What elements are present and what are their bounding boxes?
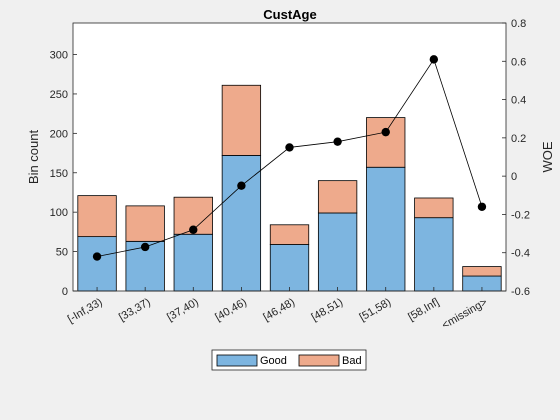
- x-tick-label-0: [-Inf,33): [66, 296, 105, 325]
- bar-good-7: [414, 217, 454, 292]
- bar-good-3: [221, 155, 262, 292]
- left-axis-ticks: 0 50 100 150 200 250 300: [50, 50, 77, 298]
- right-tick-label-4: 0.2: [511, 133, 526, 145]
- bar-bad-4: [269, 224, 310, 245]
- left-tick-label-1: 50: [56, 247, 68, 259]
- woe-line-group: [92, 55, 487, 261]
- bar-bad-7: [414, 197, 454, 219]
- right-axis-ticks: -0.6 -0.4 -0.2 0 0.2 0.4 0.6 0.8: [502, 18, 530, 298]
- left-tick-label-3: 150: [50, 168, 68, 180]
- x-tick-label-2: [37,40): [165, 296, 201, 324]
- x-tick-label-8: <missing>: [440, 296, 489, 331]
- bar-good-0: [77, 236, 117, 292]
- x-tick-label-7: [58,Inf]: [406, 296, 441, 323]
- legend-swatch-good: [216, 354, 258, 367]
- legend-swatch-bad: [298, 354, 340, 367]
- woe-point-5: [333, 137, 342, 146]
- legend-label-good: Good: [260, 355, 287, 367]
- right-tick-label-1: -0.4: [511, 248, 530, 260]
- chart-title: CustAge: [263, 7, 316, 22]
- woe-point-6: [381, 127, 390, 137]
- x-tick-label-3: [40,46): [213, 296, 249, 324]
- legend-label-bad: Bad: [342, 355, 362, 367]
- bars-group: [77, 84, 502, 292]
- right-tick-label-3: 0: [511, 171, 517, 183]
- bar-good-4: [269, 244, 310, 292]
- x-tick-label-1: [33,37): [117, 296, 153, 324]
- woe-point-8: [477, 202, 487, 211]
- right-tick-label-2: -0.2: [511, 209, 530, 221]
- bar-bad-0: [77, 195, 117, 238]
- x-tick-label-5: [48,51): [309, 296, 345, 324]
- bar-bad-3: [221, 84, 262, 156]
- woe-point-7: [429, 55, 439, 64]
- y2-axis-label: WOE: [540, 141, 555, 172]
- bar-good-6: [366, 166, 406, 292]
- x-tick-label-4: [46,48): [261, 296, 297, 324]
- left-tick-label-2: 100: [50, 207, 68, 219]
- left-tick-label-0: 0: [62, 286, 68, 298]
- left-tick-label-4: 200: [50, 128, 68, 140]
- x-axis-ticks: [-Inf,33) [33,37) [37,40) [40,46) [46,48) [48…: [66, 287, 489, 332]
- woe-point-3: [237, 181, 246, 190]
- woe-point-0: [92, 252, 102, 261]
- bar-good-2: [173, 233, 213, 292]
- x-tick-label-6: [51,58): [358, 296, 394, 324]
- y-axis-label: Bin count: [26, 130, 41, 185]
- right-tick-label-6: 0.6: [511, 56, 526, 68]
- left-tick-label-5: 250: [50, 89, 68, 101]
- legend: Good Bad: [211, 349, 367, 371]
- bar-bad-6: [366, 117, 406, 168]
- bar-bad-1: [125, 205, 165, 242]
- right-tick-label-0: -0.6: [511, 286, 530, 298]
- bar-bad-5: [317, 180, 358, 214]
- woe-point-1: [140, 242, 150, 252]
- left-tick-label-6: 300: [50, 50, 68, 62]
- bar-bad-8: [462, 266, 502, 277]
- woe-point-2: [189, 225, 198, 234]
- bar-good-5: [317, 212, 358, 292]
- right-tick-label-7: 0.8: [511, 18, 526, 30]
- right-tick-label-5: 0.4: [511, 95, 526, 107]
- woe-point-4: [285, 143, 294, 152]
